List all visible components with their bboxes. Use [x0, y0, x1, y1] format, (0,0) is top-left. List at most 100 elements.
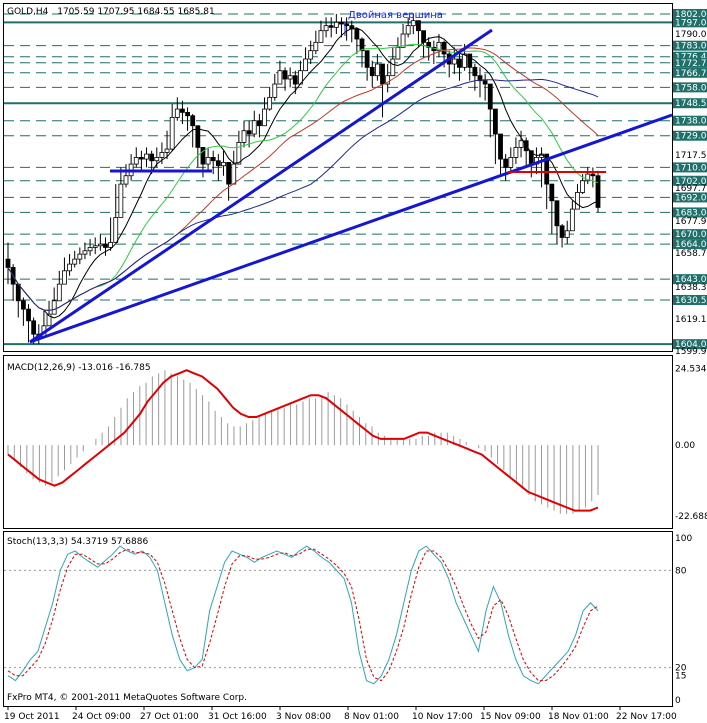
macd-tick-label: -22.688 [675, 512, 707, 522]
candle-body [369, 66, 375, 77]
candle-body [518, 140, 524, 148]
candle-body [92, 245, 98, 248]
candle-body [395, 46, 401, 60]
candle-body [159, 152, 165, 158]
price-tick-label: 1738.00 [675, 117, 707, 127]
x-tick-label: 31 Oct 16:00 [208, 712, 267, 722]
price-pane [3, 3, 673, 352]
price-tick-label: 1797.00 [675, 18, 707, 28]
candle-body [287, 75, 293, 80]
price-candles [5, 14, 601, 345]
trendlines [29, 22, 673, 344]
candle-body [318, 30, 324, 43]
candle-body [185, 111, 190, 117]
candle-body [472, 66, 478, 77]
price-tick-label: 1802.00 [675, 10, 707, 20]
price-tag-bg [673, 115, 707, 126]
candle-body [339, 21, 344, 25]
price-tag-bg [673, 175, 707, 186]
price-tag-bg [673, 130, 707, 141]
candle-body [15, 283, 21, 302]
price-tick-label: 1683.00 [675, 208, 707, 218]
ma-medium-line [7, 43, 599, 311]
macd-tick-label: 24.534 [675, 365, 707, 375]
candle-body [380, 63, 385, 85]
price-tag-bg [673, 17, 707, 28]
candle-body [328, 25, 334, 28]
price-tag-bg [673, 229, 707, 240]
candle-body [492, 108, 498, 135]
candle-body [564, 230, 570, 238]
candle-body [508, 157, 514, 168]
candle-body [236, 141, 242, 165]
candle-body [113, 217, 119, 243]
candle-body [180, 108, 185, 113]
double-top-annotation: Двойная вершина [348, 10, 443, 21]
price-tick-label: 1758.00 [675, 83, 707, 93]
candle-body [190, 115, 196, 127]
stoch-tick-label: 100 [675, 534, 692, 544]
candle-body [482, 80, 488, 85]
candle-body [154, 157, 160, 162]
x-tick-label: 22 Nov 17:00 [616, 712, 677, 722]
candle-body [272, 83, 278, 98]
candle-body [97, 243, 103, 247]
candle-body [451, 58, 457, 65]
candle-body [333, 21, 339, 28]
candle-body [426, 41, 432, 48]
price-tag-bg [673, 51, 707, 62]
candle-body [457, 58, 462, 68]
candle-body [205, 157, 211, 165]
candle-body [503, 158, 509, 168]
candle-body [513, 147, 519, 158]
stoch-tick-label: 0 [675, 696, 681, 706]
candle-body [138, 157, 144, 160]
stoch-pane [3, 531, 673, 707]
price-tick-label: 1658.70 [675, 249, 707, 259]
candle-body [323, 25, 329, 32]
price-tick-label: 1776.40 [675, 53, 707, 63]
price-tag-bg [673, 207, 707, 218]
price-tick-label: 1604.00 [675, 340, 707, 350]
x-tick-label: 19 Oct 2011 [4, 712, 60, 722]
stoch-tick-label: 80 [675, 566, 687, 576]
price-tick-label: 1748.50 [675, 99, 707, 109]
candle-body [251, 120, 257, 135]
candle-body [462, 53, 468, 68]
price-tick-label: 1772.75 [675, 59, 707, 69]
candle-body [303, 58, 308, 72]
candle-body [385, 75, 391, 85]
price-tick-label: 1790.00 [675, 30, 707, 40]
candle-body [590, 173, 596, 177]
candle-body [569, 208, 575, 232]
candle-body [544, 153, 550, 185]
candle-body [282, 70, 288, 80]
price-tick-label: 1643.00 [675, 275, 707, 285]
stoch-k-line [7, 545, 599, 685]
price-tick-label: 1664.00 [675, 240, 707, 250]
candle-body [349, 25, 355, 30]
candle-body [277, 70, 283, 85]
candle-body [374, 63, 380, 77]
candle-body [554, 200, 560, 227]
copyright: FxPro MT4, © 2001-2011 MetaQuotes Softwa… [7, 693, 247, 703]
price-tick-label: 1638.30 [675, 283, 707, 293]
candle-body [467, 53, 473, 68]
candle-body [210, 157, 216, 162]
candle-body [20, 300, 26, 310]
candle-body [267, 96, 273, 110]
trendline-support-upper [29, 28, 493, 344]
candle-body [31, 320, 37, 335]
price-tick-label: 1677.90 [675, 217, 707, 227]
candle-body [133, 157, 139, 165]
macd-tick-label: 0.00 [675, 441, 695, 451]
price-tag-bg [673, 98, 707, 109]
candle-body [313, 41, 319, 52]
price-pane-title: GOLD,H4 1705.59 1707.95 1684.55 1685.81 [7, 7, 215, 17]
price-tick-label: 1619.10 [675, 315, 707, 325]
price-tick-label: 1630.50 [675, 296, 707, 306]
stoch-tick-label: 15 [675, 672, 686, 682]
price-tag-bg [673, 274, 707, 285]
candle-body [559, 225, 565, 238]
